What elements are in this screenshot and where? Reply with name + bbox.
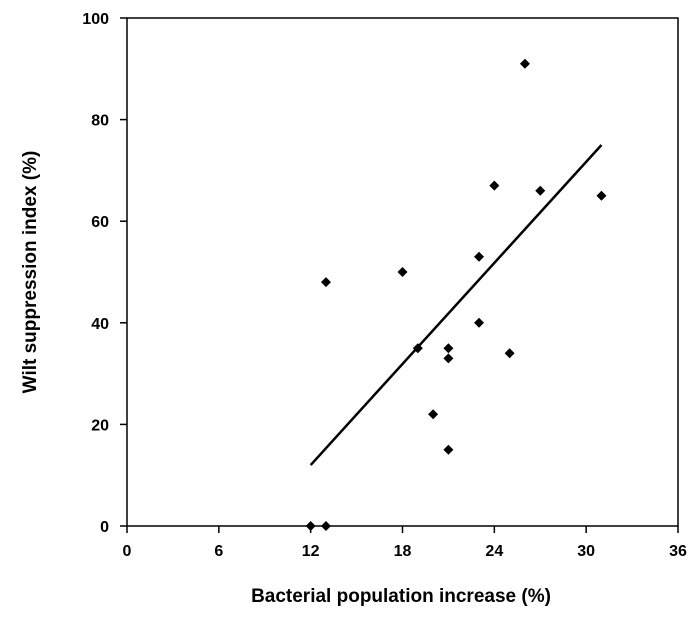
data-point [443,353,454,364]
data-point [519,58,530,69]
data-point [412,343,423,354]
y-tick-label: 80 [91,113,109,130]
data-points [305,58,607,531]
data-point [535,185,546,196]
data-point [428,409,439,420]
ticks: 0 6 12 18 24 30 36 0 20 40 60 80 100 [82,11,687,560]
data-point [596,190,607,201]
y-tick-label: 100 [82,11,109,28]
x-tick-label: 6 [214,543,223,560]
x-tick-label: 12 [302,543,320,560]
y-axis-title: Wilt suppression index (%) [20,151,41,394]
y-tick-label: 40 [91,316,109,333]
y-tick-label: 20 [91,417,109,434]
data-point [474,251,485,262]
data-point [320,277,331,288]
data-point [443,444,454,455]
y-tick-label: 0 [100,519,109,536]
data-point [320,521,331,531]
x-axis-title: Bacterial population increase (%) [251,586,551,607]
x-tick-label: 30 [577,543,595,560]
data-point [489,180,500,191]
data-point [305,521,316,531]
trendline-group [309,144,603,466]
x-tick-label: 0 [123,543,132,560]
x-tick-label: 24 [485,543,503,560]
x-tick-label: 36 [669,543,687,560]
data-point [474,317,485,328]
y-tick-label: 60 [91,214,109,231]
data-point [443,343,454,354]
data-point [504,348,515,359]
x-tick-label: 18 [394,543,412,560]
data-point [397,267,408,277]
trendline [309,144,603,466]
